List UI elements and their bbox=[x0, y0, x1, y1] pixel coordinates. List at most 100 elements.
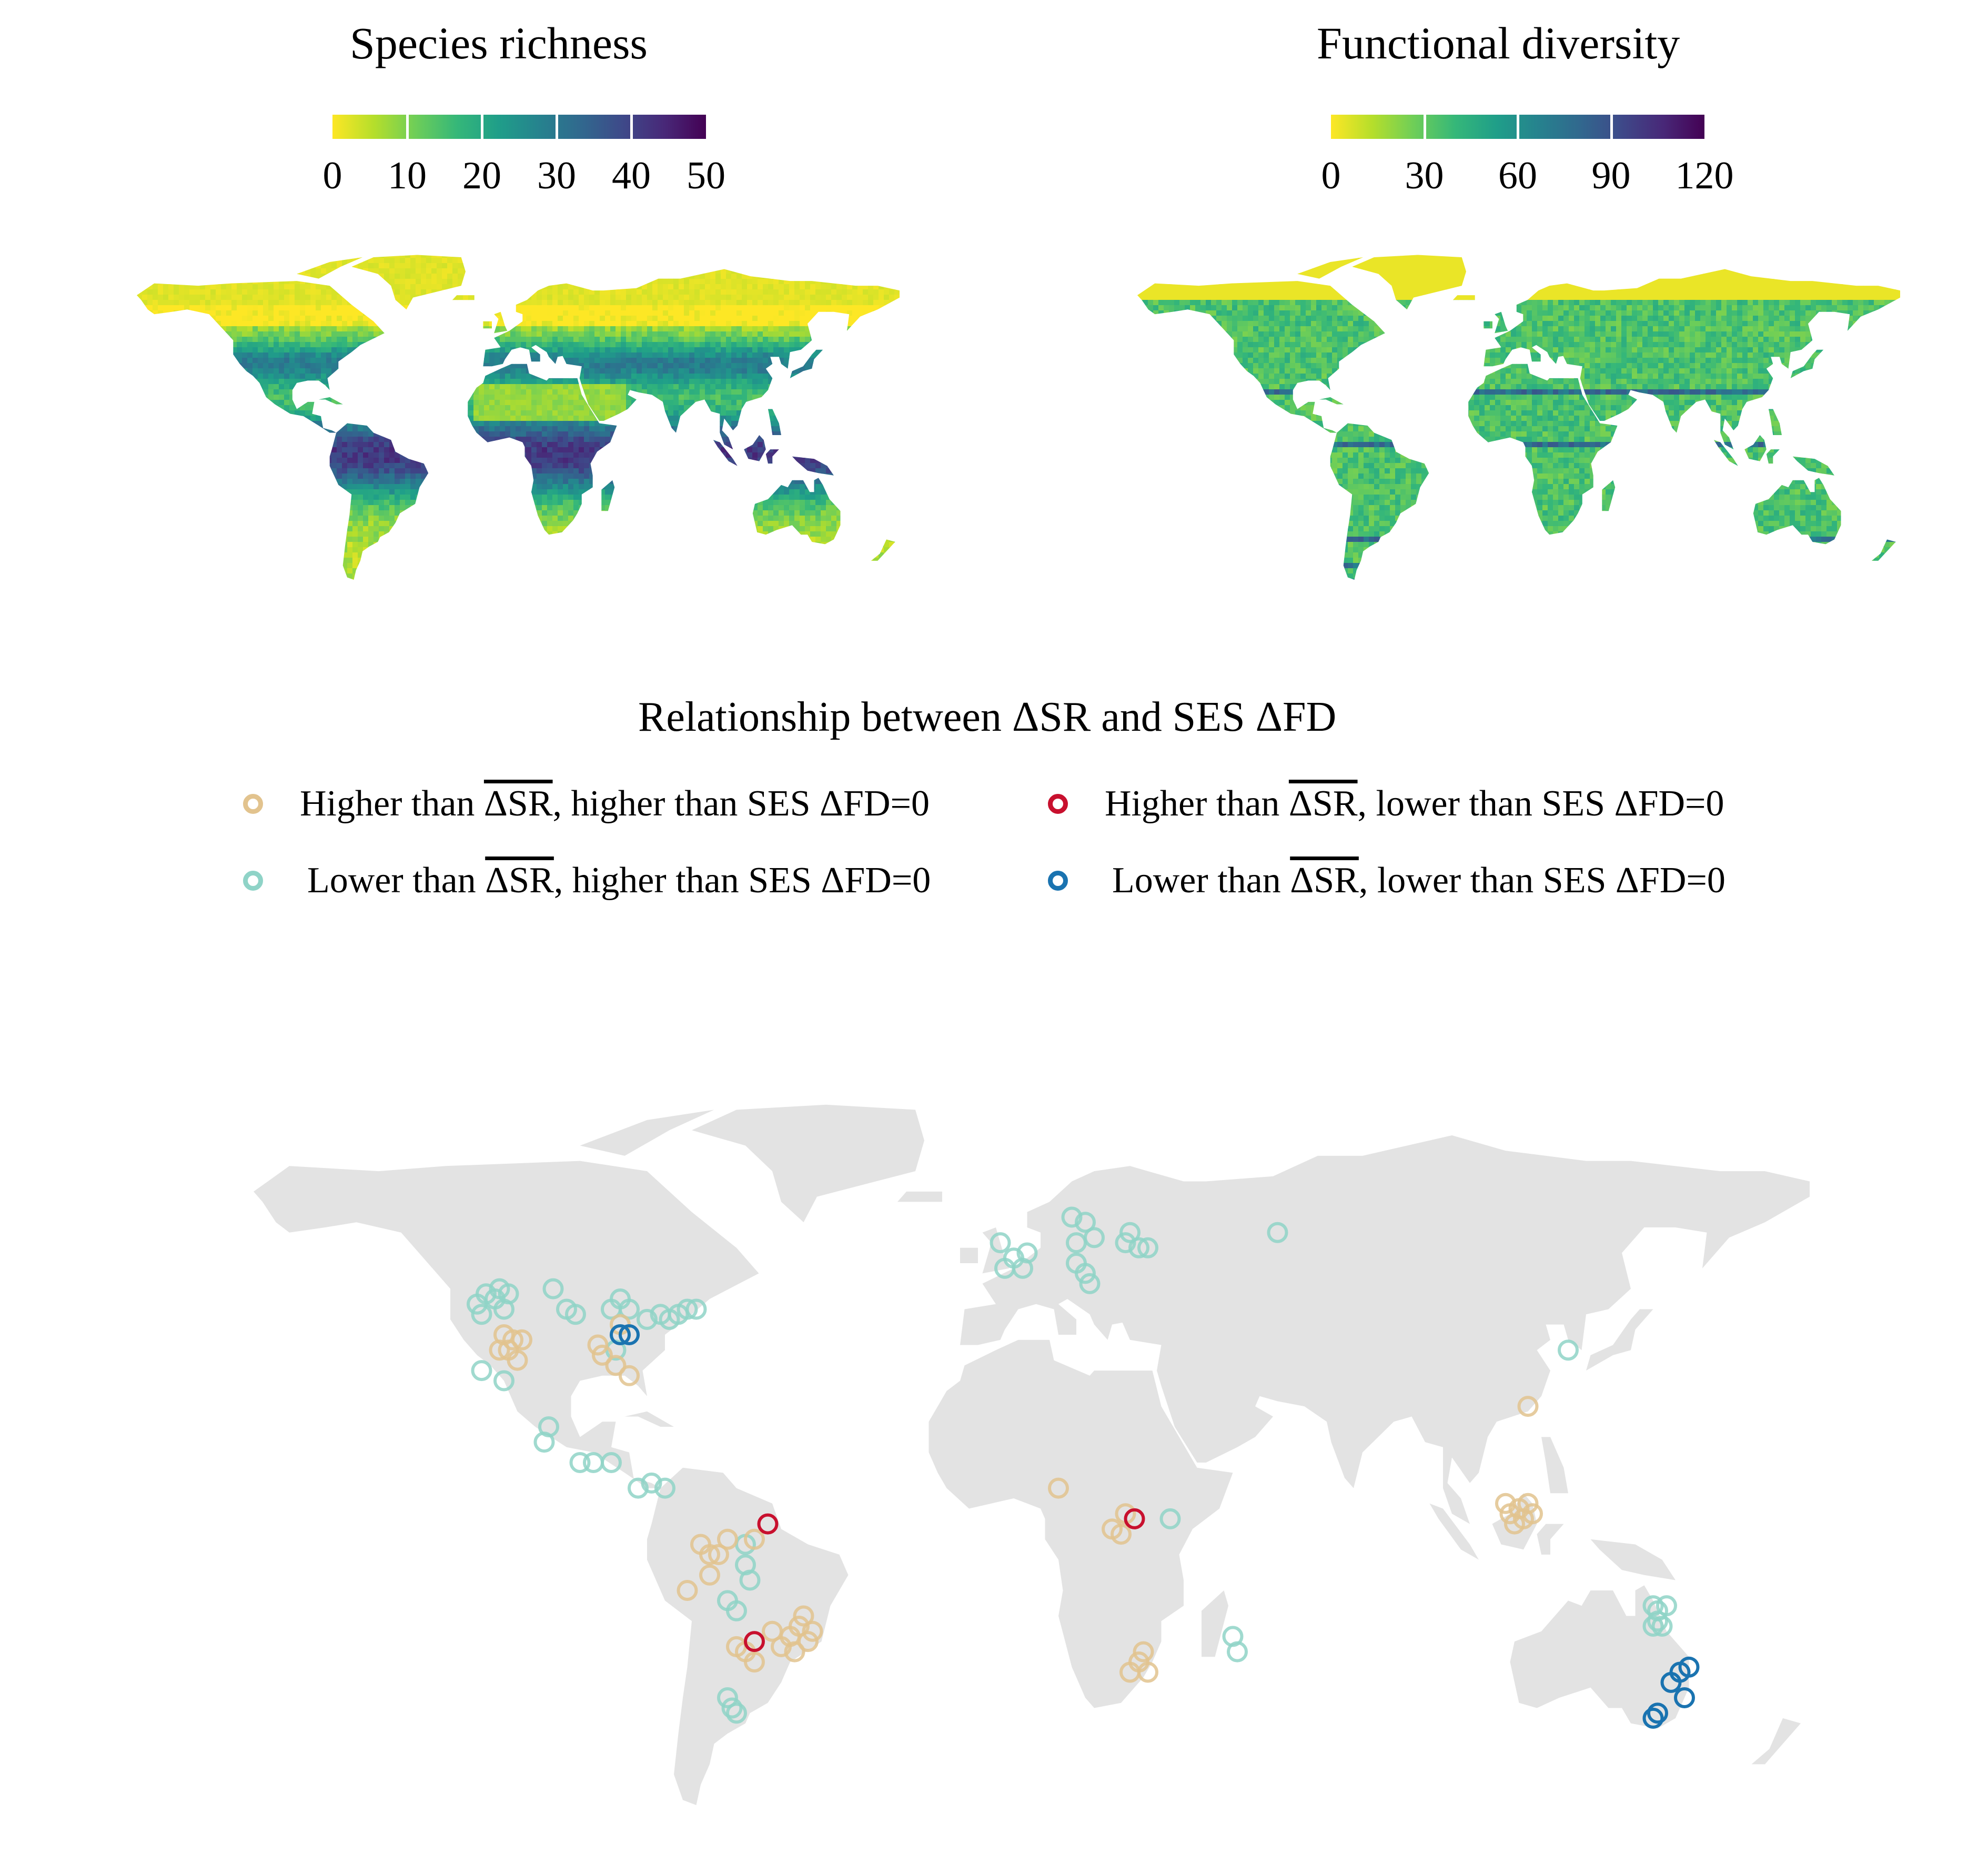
colorbar-tick bbox=[1517, 115, 1519, 139]
colorbar-tick bbox=[630, 115, 633, 139]
site-marker bbox=[1660, 1671, 1682, 1693]
site-marker bbox=[601, 1452, 622, 1473]
land bbox=[1590, 1539, 1676, 1580]
colorbar-tick-label: 40 bbox=[612, 154, 651, 197]
site-marker bbox=[1075, 1212, 1096, 1233]
legend-marker-higher-lower bbox=[1048, 794, 1068, 814]
legend-label: Higher than ΔSR, lower than SES ΔFD=0 bbox=[1105, 783, 1724, 824]
site-marker bbox=[641, 1472, 662, 1494]
colorbar-tick-label: 20 bbox=[462, 154, 501, 197]
site-marker bbox=[619, 1298, 640, 1320]
colorbar-tick-label: 120 bbox=[1675, 154, 1734, 197]
site-marker bbox=[605, 1355, 627, 1376]
site-marker bbox=[708, 1544, 729, 1565]
site-marker bbox=[784, 1641, 805, 1663]
site-marker bbox=[533, 1432, 555, 1453]
colorbar-tick-label: 60 bbox=[1498, 154, 1537, 197]
land bbox=[580, 1110, 714, 1156]
site-marker bbox=[511, 1329, 532, 1351]
site-marker bbox=[619, 1365, 640, 1386]
site-marker bbox=[1159, 1508, 1181, 1529]
site-marker bbox=[1075, 1263, 1096, 1284]
legend-title: Relationship between ΔSR and SES ΔFD bbox=[638, 694, 1337, 740]
site-marker bbox=[592, 1344, 613, 1366]
site-marker bbox=[1674, 1687, 1695, 1708]
site-marker bbox=[793, 1605, 814, 1627]
land bbox=[1541, 1437, 1568, 1494]
legend-label: Higher than ΔSR, higher than SES ΔFD=0 bbox=[300, 783, 930, 824]
site-marker bbox=[990, 1232, 1011, 1254]
site-marker bbox=[699, 1544, 720, 1565]
site-marker bbox=[677, 1298, 698, 1320]
site-marker bbox=[502, 1329, 523, 1351]
colorbar-tick-label: 50 bbox=[687, 154, 725, 197]
site-marker bbox=[744, 1631, 765, 1653]
legend-item-higher-higher: Higher than ΔSR, higher than SES ΔFD=0 bbox=[243, 783, 930, 825]
site-marker bbox=[1119, 1222, 1141, 1243]
land bbox=[960, 1247, 978, 1263]
site-marker bbox=[1647, 1702, 1668, 1724]
site-marker bbox=[1651, 1616, 1673, 1637]
site-marker bbox=[565, 1304, 586, 1325]
site-marker bbox=[471, 1304, 492, 1325]
site-marker bbox=[677, 1580, 698, 1601]
land bbox=[897, 1191, 942, 1202]
site-marker bbox=[1642, 1616, 1664, 1637]
site-marker bbox=[569, 1452, 591, 1473]
legend-marker-lower-higher bbox=[243, 871, 263, 891]
legend-item-lower-lower: Lower than ΔSR, lower than SES ΔFD=0 bbox=[1048, 860, 1725, 902]
land bbox=[624, 1411, 674, 1427]
site-marker bbox=[1061, 1206, 1083, 1228]
colorbar-tick bbox=[1423, 115, 1426, 139]
site-marker bbox=[1656, 1595, 1677, 1617]
legend-label: Lower than ΔSR, higher than SES ΔFD=0 bbox=[307, 860, 931, 901]
colorbar-tick-label: 0 bbox=[1321, 154, 1341, 197]
species-richness-title: Species richness bbox=[350, 18, 648, 68]
site-marker bbox=[1227, 1641, 1248, 1663]
site-marker bbox=[1048, 1477, 1069, 1499]
site-marker bbox=[744, 1528, 765, 1550]
site-marker bbox=[1267, 1222, 1288, 1243]
colorbar-tick-label: 30 bbox=[1405, 154, 1444, 197]
colorbar-tick bbox=[1610, 115, 1613, 139]
site-marker bbox=[1115, 1232, 1136, 1254]
colorbar-tick-label: 30 bbox=[537, 154, 576, 197]
site-marker bbox=[1137, 1237, 1158, 1258]
site-marker bbox=[583, 1452, 604, 1473]
land bbox=[929, 1339, 1233, 1708]
site-marker bbox=[1558, 1339, 1579, 1361]
site-marker bbox=[1079, 1273, 1101, 1294]
land bbox=[692, 1104, 924, 1223]
colorbar-tick-label: 0 bbox=[322, 154, 342, 197]
site-marker bbox=[1137, 1661, 1158, 1683]
site-marker bbox=[489, 1339, 510, 1361]
site-marker bbox=[637, 1308, 658, 1330]
site-marker bbox=[739, 1569, 761, 1591]
site-marker bbox=[1133, 1641, 1154, 1663]
site-marker bbox=[654, 1477, 675, 1499]
site-marker bbox=[757, 1513, 779, 1535]
site-marker bbox=[1495, 1493, 1516, 1514]
site-marker bbox=[717, 1528, 738, 1550]
site-marker bbox=[1084, 1227, 1105, 1248]
colorbar-tick bbox=[481, 115, 483, 139]
species-richness-colorbar bbox=[332, 115, 706, 139]
land bbox=[1429, 1503, 1479, 1560]
functional-diversity-colorbar bbox=[1331, 115, 1704, 139]
site-marker bbox=[1111, 1524, 1132, 1545]
land bbox=[1751, 1718, 1801, 1765]
site-marker bbox=[542, 1278, 564, 1299]
land bbox=[1537, 1524, 1564, 1555]
site-marker bbox=[721, 1697, 743, 1719]
legend-item-higher-lower: Higher than ΔSR, lower than SES ΔFD=0 bbox=[1048, 783, 1724, 825]
site-marker bbox=[726, 1600, 747, 1621]
site-marker bbox=[507, 1349, 528, 1371]
site-marker bbox=[493, 1298, 514, 1320]
site-marker bbox=[762, 1620, 783, 1642]
raster-cells bbox=[1137, 255, 1900, 580]
site-marker bbox=[493, 1370, 514, 1392]
site-marker bbox=[1517, 1396, 1539, 1417]
site-marker bbox=[610, 1324, 631, 1345]
site-marker bbox=[587, 1334, 609, 1356]
site-marker bbox=[1012, 1257, 1033, 1279]
